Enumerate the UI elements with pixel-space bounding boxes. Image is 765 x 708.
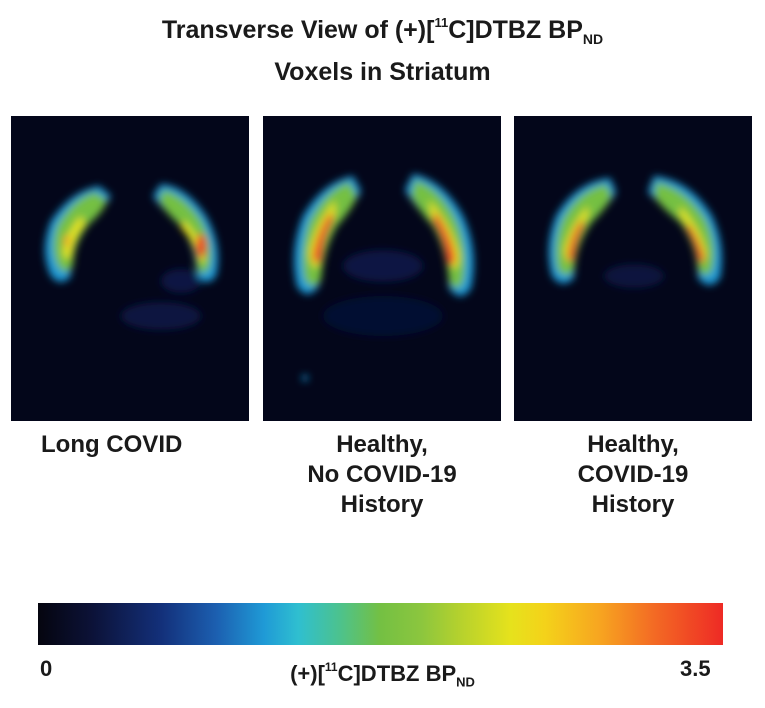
scan-image-healthy-no-covid bbox=[263, 116, 501, 421]
colorbar-max-label: 3.5 bbox=[680, 656, 711, 681]
title-superscript: 11 bbox=[434, 14, 449, 30]
title-text: Transverse View of (+)[ bbox=[161, 16, 435, 44]
colorbar-min-label: 0 bbox=[40, 656, 53, 681]
panel-label-long-covid: Long COVID bbox=[0, 430, 261, 460]
colorbar-label-superscript: 11 bbox=[324, 659, 338, 674]
scan-image-long-covid bbox=[11, 116, 249, 421]
panel-label-healthy-no-covid: Healthy, No COVID-19 History bbox=[257, 430, 507, 520]
colorbar-label-text-mid: C]DTBZ BP bbox=[337, 661, 457, 686]
panel-label-line: History bbox=[340, 491, 424, 518]
panel-label-line: Long COVID bbox=[41, 431, 183, 458]
panel-label-line: No COVID-19 bbox=[307, 461, 457, 488]
colorbar bbox=[38, 603, 723, 645]
colorbar-label: (+)[11C]DTBZ BPND bbox=[0, 659, 765, 690]
figure-title: Transverse View of (+)[11C]DTBZ BPND bbox=[0, 14, 765, 46]
title-subscript: ND bbox=[582, 31, 604, 47]
panel-label-line: History bbox=[591, 491, 675, 518]
title-text-mid: C]DTBZ BP bbox=[448, 16, 583, 44]
figure-subtitle: Voxels in Striatum bbox=[274, 58, 491, 86]
panel-label-healthy-covid: Healthy, COVID-19 History bbox=[508, 430, 758, 520]
panel-label-line: Healthy, bbox=[587, 431, 679, 458]
panel-label-line: Healthy, bbox=[336, 431, 428, 458]
colorbar-label-text: (+)[ bbox=[290, 661, 325, 686]
panel-label-line: COVID-19 bbox=[577, 461, 689, 488]
colorbar-label-subscript: ND bbox=[456, 674, 475, 690]
scan-image-healthy-covid bbox=[514, 116, 752, 421]
